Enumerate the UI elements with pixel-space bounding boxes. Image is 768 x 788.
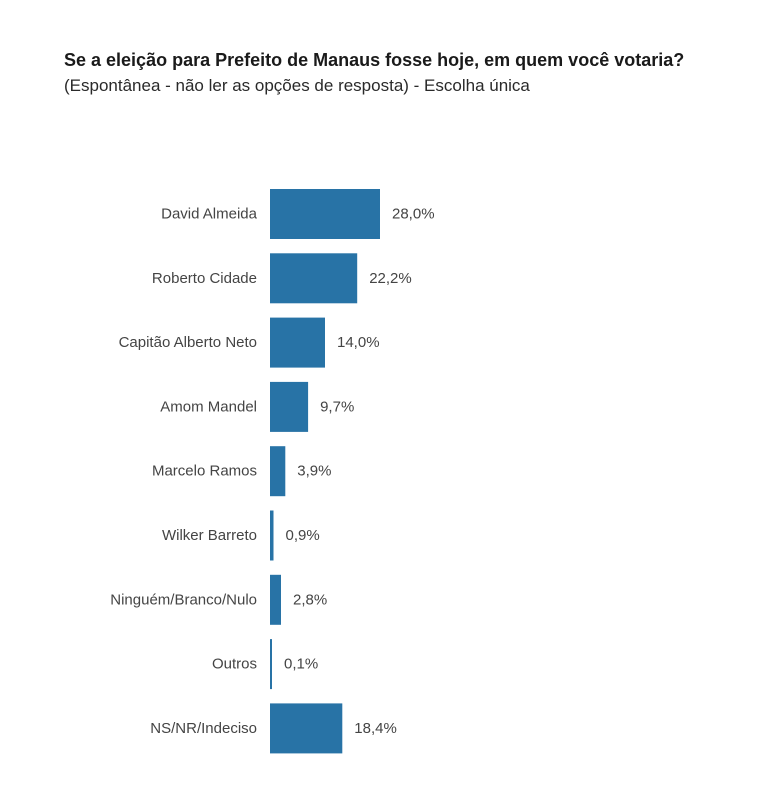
bar xyxy=(270,639,272,690)
category-label: Marcelo Ramos xyxy=(152,463,257,480)
value-label: 0,9% xyxy=(286,527,320,544)
bar xyxy=(270,446,286,497)
value-label: 2,8% xyxy=(293,591,327,608)
chart-subtitle: (Espontânea - não ler as opções de respo… xyxy=(64,76,530,95)
bar xyxy=(270,510,274,561)
category-label: Capitão Alberto Neto xyxy=(119,334,257,351)
category-label: Wilker Barreto xyxy=(162,527,257,544)
bar xyxy=(270,317,325,368)
value-label: 22,2% xyxy=(369,270,412,287)
category-label: Ninguém/Branco/Nulo xyxy=(110,591,257,608)
value-label: 28,0% xyxy=(392,206,435,223)
value-label: 0,1% xyxy=(284,656,318,673)
value-label: 9,7% xyxy=(320,398,354,415)
category-label: NS/NR/Indeciso xyxy=(150,720,257,737)
chart-title: Se a eleição para Prefeito de Manaus fos… xyxy=(64,50,685,70)
bar xyxy=(270,703,343,754)
category-label: Outros xyxy=(212,656,257,673)
category-label: David Almeida xyxy=(161,206,258,223)
value-label: 3,9% xyxy=(297,463,331,480)
bar xyxy=(270,253,358,304)
bar xyxy=(270,381,309,432)
bar xyxy=(270,189,380,239)
value-label: 18,4% xyxy=(354,720,397,737)
category-label: Amom Mandel xyxy=(160,398,257,415)
category-label: Roberto Cidade xyxy=(152,270,257,287)
bar xyxy=(270,574,281,625)
value-label: 14,0% xyxy=(337,334,380,351)
